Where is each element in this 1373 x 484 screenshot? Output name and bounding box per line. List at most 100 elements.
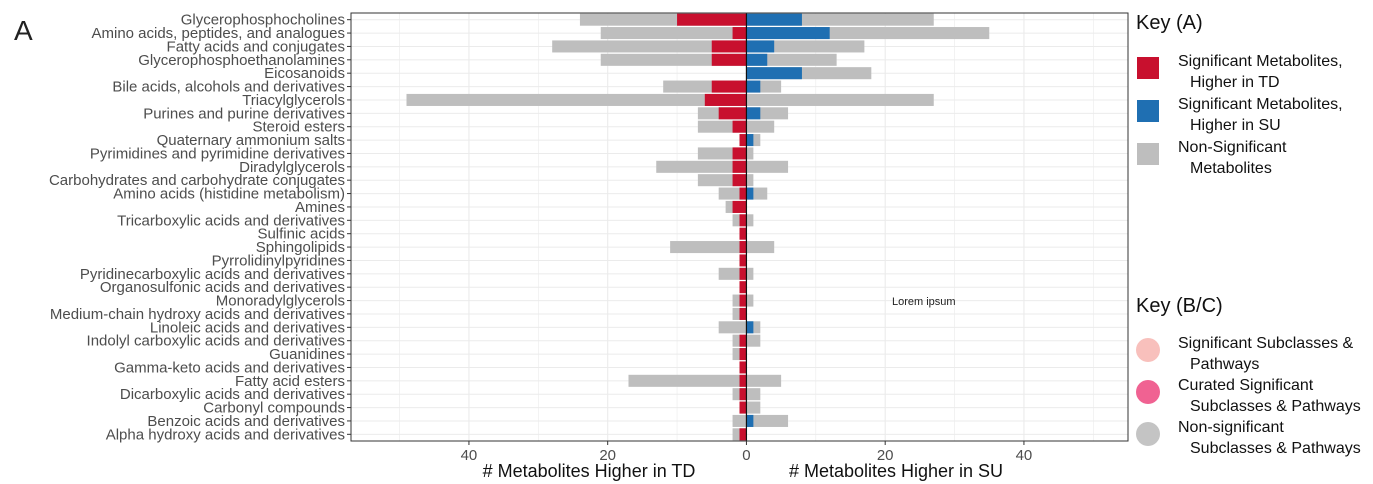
bar-significant-td — [739, 401, 747, 414]
bar-nonsignificant-su — [746, 401, 761, 414]
bar-nonsignificant-td — [732, 414, 747, 427]
bar-significant-td — [732, 147, 747, 160]
x-axis-label-left: # Metabolites Higher in TD — [483, 461, 696, 481]
legend-bc-item-label: Significant Subclasses & — [1178, 335, 1354, 352]
bar-nonsignificant-su — [746, 374, 782, 387]
bar-significant-su — [746, 53, 768, 66]
category-label: Carbohydrates and carbohydrate conjugate… — [49, 172, 345, 189]
category-label: Guanidines — [269, 346, 345, 363]
bar-nonsignificant-su — [746, 160, 789, 173]
bar-significant-td — [739, 281, 747, 294]
legend-a-item-label: Non-Significant — [1178, 139, 1287, 156]
category-label: Carbonyl compounds — [203, 400, 345, 417]
bar-nonsignificant-td — [670, 241, 747, 254]
category-label: Pyridinecarboxylic acids and derivatives — [80, 266, 345, 283]
legend-a-item-swatch — [1137, 57, 1159, 79]
bar-significant-td — [732, 160, 747, 173]
bar-nonsignificant-su — [746, 214, 754, 227]
legend-a-item-label: Metabolites — [1190, 160, 1272, 177]
bar-layer — [406, 13, 990, 441]
category-label: Sulfinic acids — [257, 226, 345, 243]
bar-significant-td — [711, 80, 747, 93]
bar-significant-td — [739, 307, 747, 320]
bar-significant-td — [732, 120, 747, 133]
bar-significant-su — [746, 40, 775, 53]
bar-nonsignificant-su — [746, 294, 754, 307]
bar-significant-td — [739, 428, 747, 441]
bar-significant-td — [739, 348, 747, 361]
bar-significant-td — [739, 241, 747, 254]
legend-a-item-label: Higher in SU — [1190, 117, 1281, 134]
x-axis-label-right: # Metabolites Higher in SU — [789, 461, 1003, 481]
legend-bc-item-swatch — [1136, 338, 1160, 362]
bar-significant-td — [739, 187, 747, 200]
bar-nonsignificant-td — [600, 53, 747, 66]
bar-significant-su — [746, 67, 802, 80]
plot-border — [350, 12, 1129, 442]
category-label: Amino acids, peptides, and analogues — [91, 25, 345, 42]
category-label: Medium-chain hydroxy acids and derivativ… — [50, 306, 345, 323]
category-label: Fatty acid esters — [235, 373, 345, 390]
legend-a-item-label: Significant Metabolites, — [1178, 96, 1343, 113]
bar-nonsignificant-td — [628, 374, 747, 387]
bar-significant-td — [732, 174, 747, 187]
category-label: Gamma-keto acids and derivatives — [114, 359, 345, 376]
legend-bc-item-swatch — [1136, 380, 1160, 404]
legend-key-a: Key (A) Significant Metabolites, Higher i… — [1136, 12, 1343, 177]
category-label: Purines and purine derivatives — [143, 105, 345, 122]
bar-significant-td — [711, 53, 747, 66]
category-label: Monoradylglycerols — [216, 293, 345, 310]
category-label: Glycerophosphoethanolamines — [138, 52, 345, 69]
bar-significant-td — [732, 200, 747, 213]
x-tick-label: 40 — [1016, 447, 1033, 464]
bar-nonsignificant-su — [746, 147, 754, 160]
category-label: Fatty acids and conjugates — [167, 38, 345, 55]
bar-significant-td — [739, 388, 747, 401]
bar-significant-su — [746, 321, 754, 334]
category-label: Linoleic acids and derivatives — [150, 319, 345, 336]
category-label: Benzoic acids and derivatives — [147, 413, 345, 430]
bar-nonsignificant-su — [746, 414, 789, 427]
bar-nonsignificant-td — [656, 160, 747, 173]
bar-nonsignificant-su — [746, 53, 837, 66]
x-tick-label: 20 — [599, 447, 616, 464]
bar-nonsignificant-su — [746, 267, 754, 280]
category-label: Pyrrolidinylpyridines — [212, 252, 345, 269]
category-label: Glycerophosphocholines — [181, 12, 345, 29]
category-label: Bile acids, alcohols and derivatives — [112, 79, 345, 96]
legend-bc-item-label: Subclasses & Pathways — [1190, 398, 1361, 415]
bar-significant-td — [739, 214, 747, 227]
legend-a-item-swatch — [1137, 143, 1159, 165]
annotation-text: Lorem ipsum — [892, 296, 956, 308]
bar-significant-su — [746, 187, 754, 200]
bar-significant-td — [739, 334, 747, 347]
bar-nonsignificant-su — [746, 93, 934, 106]
category-label: Steroid esters — [252, 119, 345, 136]
bar-nonsignificant-su — [746, 40, 865, 53]
x-tick-label: 20 — [877, 447, 894, 464]
bar-nonsignificant-su — [746, 174, 754, 187]
legend-bc-item-label: Pathways — [1190, 356, 1259, 373]
bar-significant-td — [739, 374, 747, 387]
bar-significant-su — [746, 107, 761, 120]
category-label: Quaternary ammonium salts — [157, 132, 345, 149]
legend-key-bc: Key (B/C) Significant Subclasses & Pathwa… — [1136, 295, 1361, 457]
legend-a-item-label: Significant Metabolites, — [1178, 53, 1343, 70]
bar-significant-td — [739, 294, 747, 307]
bar-significant-su — [746, 27, 830, 40]
bar-nonsignificant-td — [600, 27, 747, 40]
bar-nonsignificant-su — [746, 120, 775, 133]
bar-significant-su — [746, 13, 802, 26]
bar-nonsignificant-td — [718, 321, 747, 334]
category-label: Sphingolipids — [256, 239, 345, 256]
legend-a-item-label: Higher in TD — [1190, 74, 1280, 91]
bar-significant-td — [718, 107, 747, 120]
category-label: Amines — [295, 199, 345, 216]
bar-significant-td — [732, 27, 747, 40]
bar-significant-td — [677, 13, 747, 26]
category-label: Alpha hydroxy acids and derivatives — [106, 426, 345, 443]
bar-significant-td — [739, 227, 747, 240]
x-tick-label: 0 — [742, 447, 750, 464]
category-label: Pyrimidines and pyrimidine derivatives — [90, 145, 345, 162]
